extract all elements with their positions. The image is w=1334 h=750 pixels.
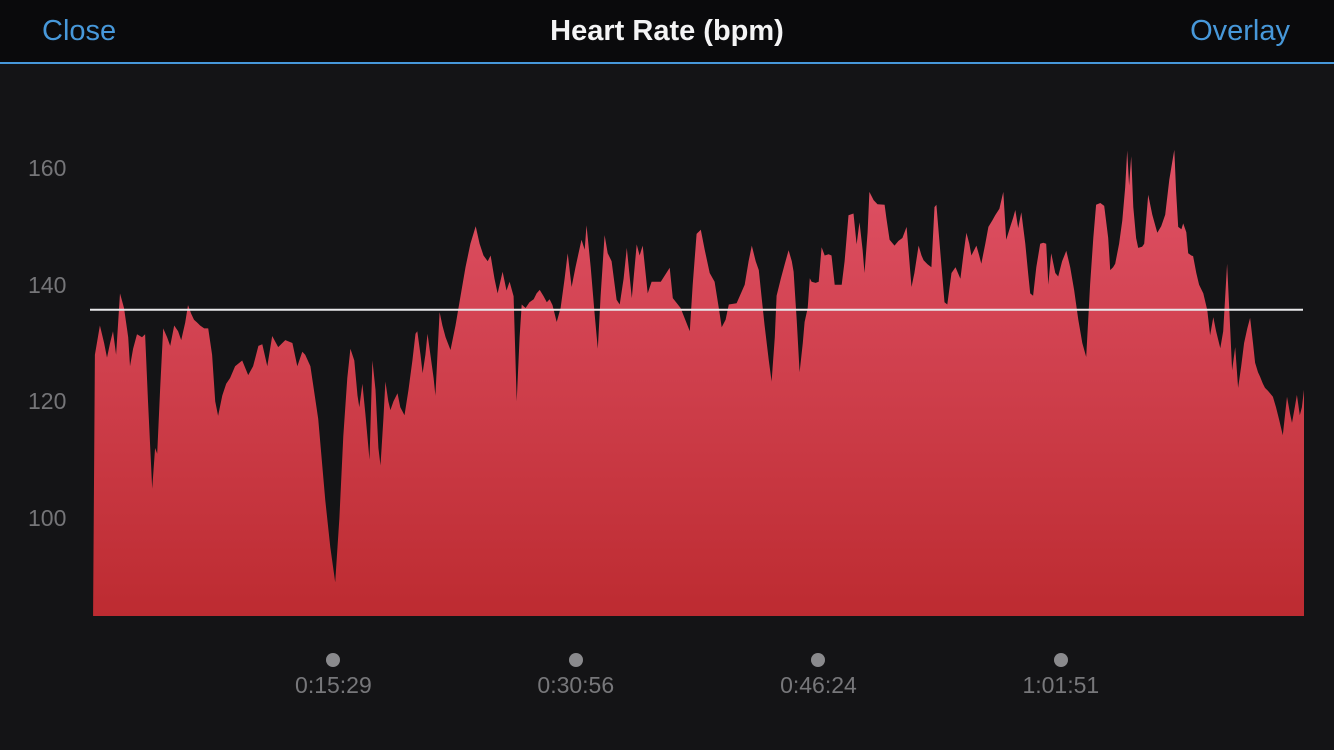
y-axis-label: 100: [28, 504, 67, 531]
overlay-button[interactable]: Overlay: [1190, 0, 1290, 62]
heart-rate-chart[interactable]: 160 140 120 100 0:15:29 0:30:56 0:46:24 1:01:5…: [0, 64, 1334, 750]
x-axis-tick-dot: [326, 653, 341, 667]
x-axis-tick-dot: [811, 653, 826, 667]
y-axis-label: 140: [28, 271, 67, 298]
y-axis-label: 120: [28, 388, 67, 415]
navigation-bar: Close Heart Rate (bpm) Overlay: [0, 0, 1334, 64]
x-axis-label: 0:15:29: [295, 672, 372, 698]
x-axis-tick-dot: [1053, 653, 1068, 667]
x-axis-label: 1:01:51: [1022, 672, 1100, 698]
x-axis-tick-dot: [568, 653, 583, 667]
x-axis-label: 0:30:56: [537, 672, 615, 698]
heart-rate-series-area: [93, 149, 1305, 616]
page-title: Heart Rate (bpm): [550, 15, 784, 47]
close-button[interactable]: Close: [42, 0, 116, 62]
x-axis-label: 0:46:24: [780, 672, 857, 698]
y-axis-label: 160: [28, 155, 67, 181]
